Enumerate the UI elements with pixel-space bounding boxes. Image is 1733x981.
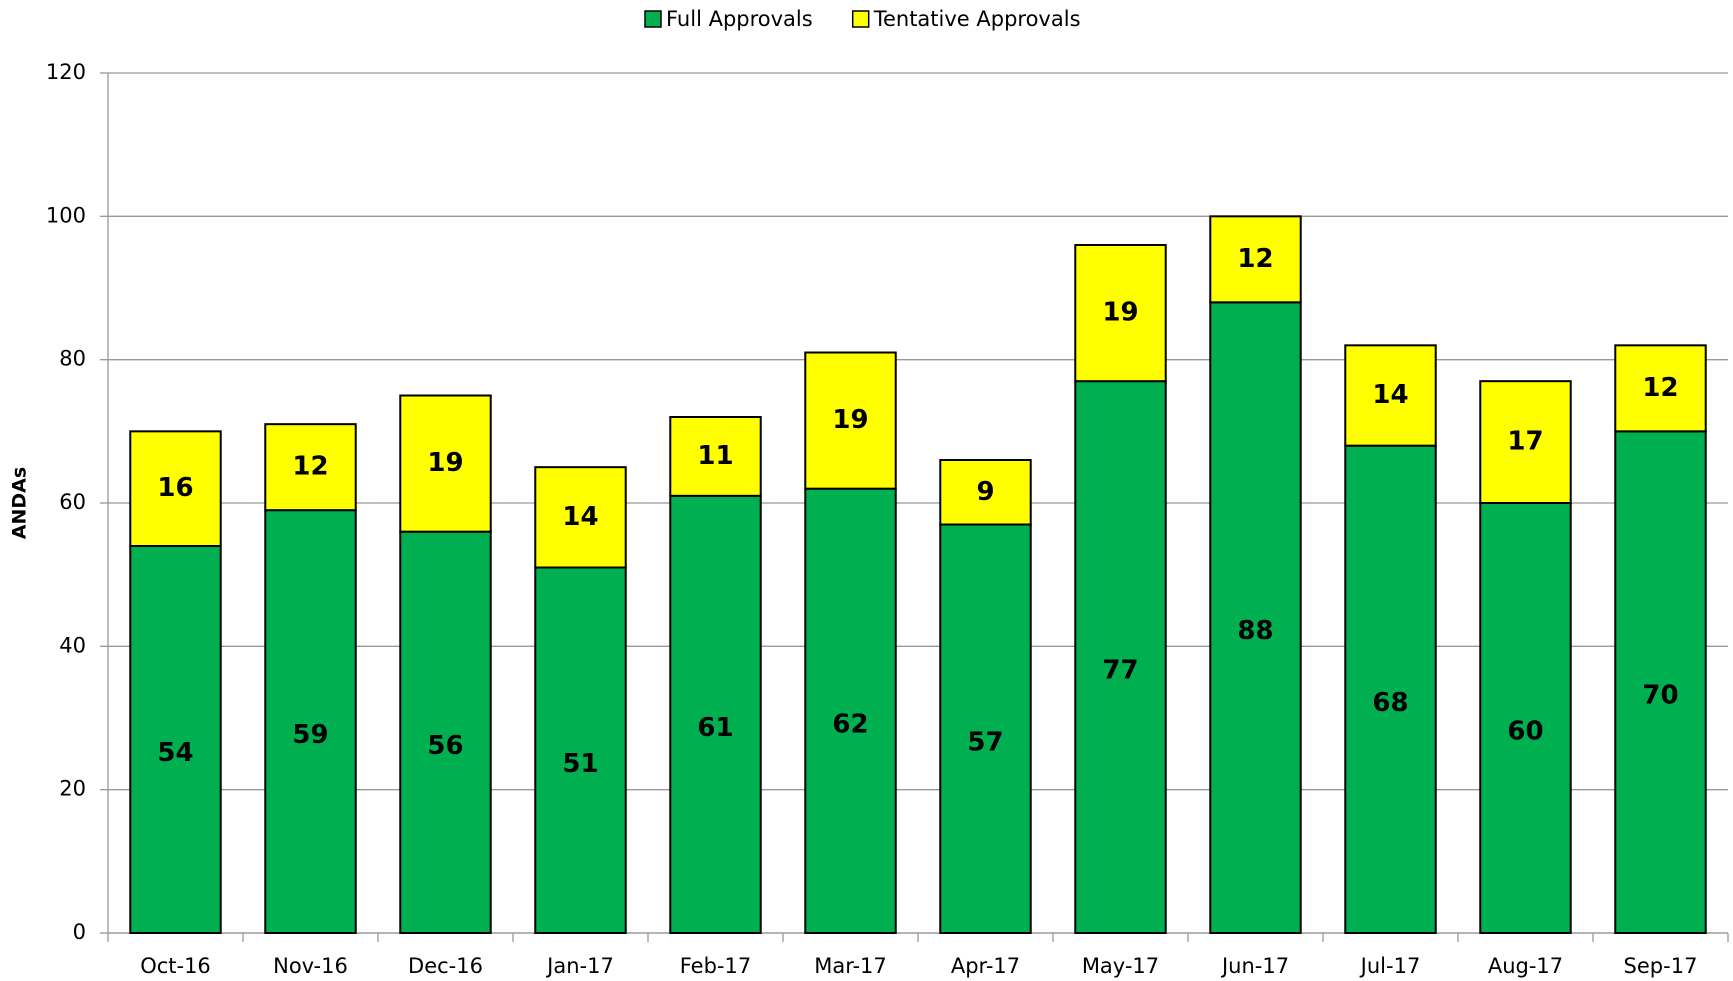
data-label: 12 bbox=[1642, 373, 1678, 403]
data-label: 62 bbox=[832, 709, 868, 739]
legend-swatch bbox=[851, 10, 870, 28]
data-label: 61 bbox=[697, 713, 733, 743]
x-tick-label: Jan-17 bbox=[545, 954, 614, 978]
bar-segment bbox=[534, 566, 627, 934]
y-tick-label: 60 bbox=[59, 490, 86, 514]
bar-segment bbox=[669, 494, 762, 934]
bar-segment bbox=[1344, 444, 1437, 934]
data-label: 19 bbox=[1102, 298, 1138, 328]
bar-segment bbox=[1479, 380, 1572, 504]
data-label: 9 bbox=[976, 477, 994, 507]
bar-segment bbox=[264, 509, 357, 934]
bar-segment bbox=[1614, 344, 1707, 433]
data-label: 77 bbox=[1102, 656, 1138, 686]
bar-segment bbox=[1074, 244, 1167, 383]
data-label: 70 bbox=[1642, 681, 1678, 711]
bar-segment bbox=[264, 423, 357, 512]
bar-segment bbox=[804, 351, 897, 490]
y-tick-label: 20 bbox=[59, 777, 86, 801]
data-label: 88 bbox=[1237, 616, 1273, 646]
data-label: 12 bbox=[1237, 244, 1273, 274]
data-label: 54 bbox=[157, 738, 193, 768]
data-label: 60 bbox=[1507, 717, 1543, 747]
x-tick-label: Mar-17 bbox=[814, 954, 887, 978]
x-tick-label: Oct-16 bbox=[140, 954, 211, 978]
y-tick-label: 40 bbox=[59, 633, 86, 657]
x-tick-label: Nov-16 bbox=[273, 954, 348, 978]
data-label: 14 bbox=[1372, 380, 1408, 410]
data-label: 19 bbox=[427, 448, 463, 478]
x-tick-label: Sep-17 bbox=[1624, 954, 1698, 978]
bar-segment bbox=[129, 545, 222, 934]
data-label: 16 bbox=[157, 473, 193, 503]
bar-segment bbox=[1344, 344, 1437, 447]
bar-segment bbox=[399, 530, 492, 935]
data-label: 59 bbox=[292, 720, 328, 750]
data-label: 68 bbox=[1372, 688, 1408, 718]
bar-segment bbox=[129, 430, 222, 548]
y-tick-label: 0 bbox=[73, 920, 86, 944]
x-tick-label: Jun-17 bbox=[1220, 954, 1289, 978]
data-label: 11 bbox=[697, 441, 733, 471]
y-axis-label: ANDAs bbox=[9, 467, 31, 539]
data-label: 56 bbox=[427, 731, 463, 761]
bar-segment bbox=[1209, 301, 1302, 935]
bar-segment bbox=[1209, 215, 1302, 304]
bar-segment bbox=[804, 487, 897, 934]
x-tick-label: Dec-16 bbox=[408, 954, 483, 978]
y-tick-label: 80 bbox=[59, 347, 86, 371]
x-tick-label: Feb-17 bbox=[680, 954, 751, 978]
y-tick-label: 100 bbox=[46, 203, 86, 227]
x-tick-label: Apr-17 bbox=[951, 954, 1020, 978]
legend-swatch bbox=[644, 10, 662, 28]
bar-segment bbox=[669, 416, 762, 497]
y-tick-label: 120 bbox=[46, 60, 86, 84]
bar-segment bbox=[939, 523, 1032, 934]
x-tick-label: May-17 bbox=[1082, 954, 1159, 978]
data-label: 19 bbox=[832, 405, 868, 435]
data-label: 51 bbox=[562, 749, 598, 779]
data-label: 57 bbox=[967, 727, 1003, 757]
data-label: 12 bbox=[292, 452, 328, 482]
bar-segment bbox=[939, 459, 1032, 526]
data-label: 17 bbox=[1507, 427, 1543, 457]
data-label: 14 bbox=[562, 502, 598, 532]
x-tick-label: Jul-17 bbox=[1359, 954, 1421, 978]
bar-segment bbox=[399, 394, 492, 533]
legend-label: Full Approvals bbox=[666, 7, 813, 31]
x-tick-label: Aug-17 bbox=[1488, 954, 1563, 978]
bar-segment bbox=[1614, 430, 1707, 934]
bar-segment bbox=[534, 466, 627, 569]
legend-label: Tentative Approvals bbox=[873, 7, 1081, 31]
